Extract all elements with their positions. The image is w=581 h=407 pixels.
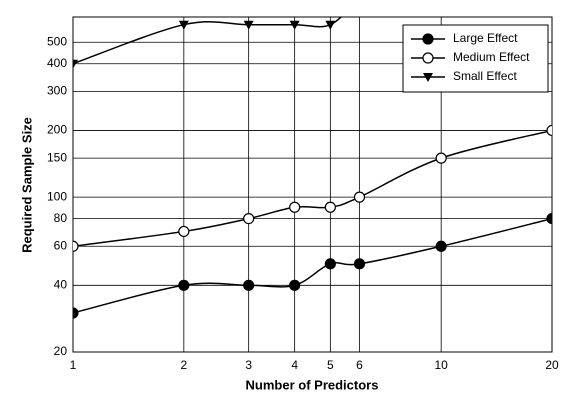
y-tick-label: 100 [47,189,67,203]
series-line [73,129,552,248]
marker [353,258,366,270]
marker [178,225,190,238]
marker [289,279,301,291]
x-tick-label: 1 [70,358,77,372]
marker [178,279,190,291]
y-tick-label: 20 [54,344,68,358]
x-tick-label: 3 [245,358,252,372]
marker [289,20,300,30]
x-tick-label: 2 [180,358,187,372]
marker [435,240,447,252]
legend-label: Large Effect [453,31,518,45]
x-tick-label: 4 [291,358,298,372]
y-tick-label: 60 [54,238,68,252]
legend-label: Medium Effect [453,50,530,64]
marker [178,20,189,30]
marker [422,33,434,45]
plot-area [73,0,552,319]
plot-frame [72,16,553,353]
marker [73,59,78,69]
marker [243,212,255,225]
marker [435,152,447,164]
marker [324,201,336,213]
marker [289,201,301,213]
marker [546,212,552,225]
marker [423,73,433,82]
y-tick-label: 400 [47,56,67,70]
marker [324,258,336,270]
marker [73,307,79,319]
marker [73,240,79,252]
x-tick-label: 10 [434,358,448,372]
y-axis-title: Required Sample Size [19,117,34,253]
marker [354,0,364,2]
series-line [73,217,552,314]
y-tick-label: 150 [47,150,67,164]
marker [546,124,552,137]
y-tick-label: 200 [47,123,67,137]
marker [353,191,366,203]
x-tick-label: 6 [356,358,363,372]
marker [422,52,434,64]
y-tick-label: 40 [54,277,68,291]
marker [243,20,254,30]
series-line [73,17,343,65]
marker [325,20,336,30]
x-tick-label: 20 [545,358,559,372]
x-tick-label: 5 [327,358,334,372]
y-tick-label: 80 [54,211,68,225]
legend-label: Small Effect [453,69,517,83]
marker [243,279,255,291]
x-axis-title: Number of Predictors [246,377,379,392]
y-tick-label: 500 [47,34,67,48]
y-tick-label: 300 [47,84,67,98]
